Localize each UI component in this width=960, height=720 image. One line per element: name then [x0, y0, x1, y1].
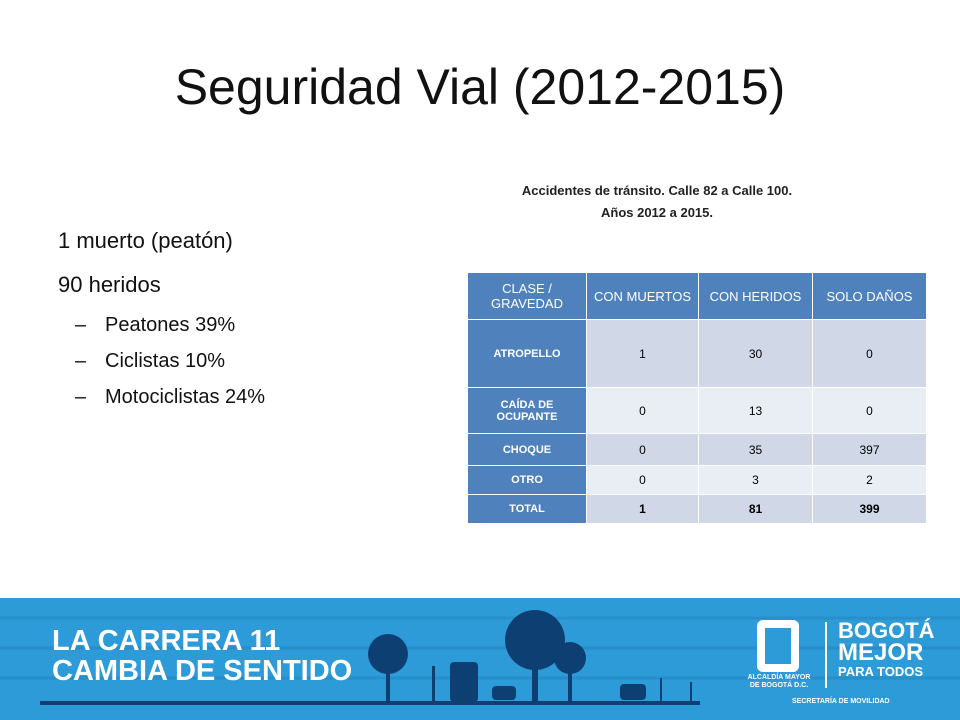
row-label: TOTAL — [467, 494, 587, 524]
bullet: 1 muerto (peatón) — [58, 228, 233, 253]
cell: 30 — [698, 319, 813, 388]
header-cell: CLASE / GRAVEDAD — [467, 272, 587, 320]
cell: 399 — [812, 494, 927, 524]
caption-line: Accidentes de tránsito. Calle 82 a Calle… — [521, 183, 793, 198]
bullet: 90 heridos — [58, 272, 161, 297]
logo-text: PARA TODOS — [838, 664, 923, 679]
cell: 397 — [812, 433, 927, 466]
cell: 81 — [698, 494, 813, 524]
cell: 0 — [586, 465, 699, 495]
cell: 0 — [812, 319, 927, 388]
caption-line: Años 2012 a 2015. — [600, 205, 714, 220]
data-table: CLASE / GRAVEDAD CON MUERTOS CON HERIDOS SO… — [467, 272, 927, 524]
banner-headline: CAMBIA DE SENTIDO — [52, 655, 353, 687]
header-cell: CON MUERTOS — [586, 272, 699, 320]
table-row: OTRO 0 3 2 — [467, 465, 927, 495]
cell: 3 — [698, 465, 813, 495]
table-row: ATROPELLO 1 30 0 — [467, 319, 927, 388]
cell: 0 — [586, 433, 699, 466]
logo-text: MEJOR — [838, 639, 924, 666]
slide-title: Seguridad Vial (2012-2015) — [174, 59, 786, 115]
row-label: OTRO — [467, 465, 587, 495]
table-caption: Accidentes de tránsito. Calle 82 a Calle… — [467, 180, 847, 224]
row-label: CHOQUE — [467, 433, 587, 466]
cell: 0 — [586, 387, 699, 434]
logo-text: ALCALDÍA MAYOR — [747, 674, 811, 681]
banner-footer: SECRETARÍA DE MOVILIDAD — [792, 698, 890, 705]
header-row: CLASE / GRAVEDAD CON MUERTOS CON HERIDOS SO… — [467, 272, 927, 320]
cell: 35 — [698, 433, 813, 466]
table-row: CHOQUE 0 35 397 — [467, 433, 927, 466]
banner: LA CARRERA 11 CAMBIA DE SENTIDO ALCALDÍA… — [0, 598, 960, 720]
logo-text: BOGOTÁ — [838, 618, 935, 643]
cell: 1 — [586, 494, 699, 524]
sub-bullet: Peatones 39% — [75, 314, 235, 337]
header-cell: SOLO DAÑOS — [812, 272, 927, 320]
cell: 1 — [586, 319, 699, 388]
banner-headline: LA CARRERA 11 — [52, 625, 281, 657]
header-cell: CON HERIDOS — [698, 272, 813, 320]
row-label: ATROPELLO — [467, 319, 587, 388]
table-row: CAÍDA DE OCUPANTE 0 13 0 — [467, 387, 927, 434]
sub-bullet: Motociclistas 24% — [75, 386, 265, 409]
logo-text: DE BOGOTÁ D.C. — [749, 682, 809, 689]
cell: 2 — [812, 465, 927, 495]
row-label: CAÍDA DE OCUPANTE — [467, 387, 587, 434]
cell: 0 — [812, 387, 927, 434]
sub-bullet: Ciclistas 10% — [75, 350, 225, 373]
banner-art — [0, 598, 960, 720]
table-row: TOTAL 1 81 399 — [467, 494, 927, 524]
cell: 13 — [698, 387, 813, 434]
